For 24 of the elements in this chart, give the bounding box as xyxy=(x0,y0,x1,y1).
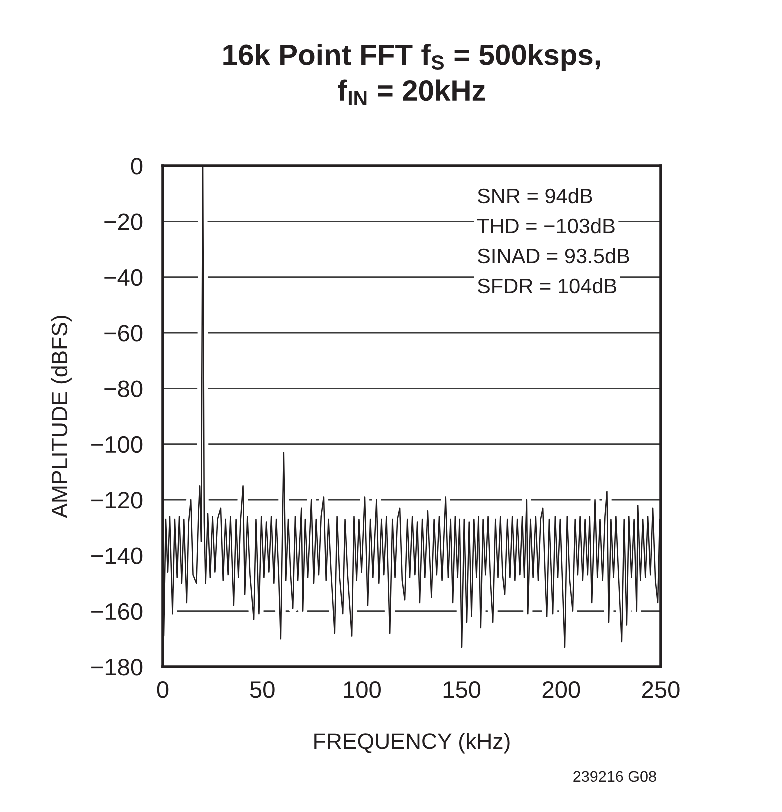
x-tick-label: 150 xyxy=(444,682,481,698)
text: 239216 G08 xyxy=(574,771,656,782)
y-tick-label: −180 xyxy=(92,659,143,676)
annotation: SNR = 94dB xyxy=(478,188,592,204)
y-tick-label: −140 xyxy=(92,548,143,564)
annotation: SFDR = 104dB xyxy=(478,278,617,294)
y-tick-label: −120 xyxy=(92,492,143,509)
y-tick-label: −60 xyxy=(104,325,143,342)
x-tick-label: 250 xyxy=(642,682,680,698)
y-tick-label: −40 xyxy=(104,269,143,286)
y-tick-label: 0 xyxy=(131,158,143,175)
x-tick-label: 200 xyxy=(542,682,580,698)
y-tick-label: −160 xyxy=(92,603,143,620)
x-axis-title: FREQUENCY (kHz) xyxy=(314,733,510,754)
annotation: SINAD = 93.5dB xyxy=(478,248,630,264)
y-tick-label: −100 xyxy=(92,436,143,454)
x-tick-label: 100 xyxy=(344,682,381,698)
annotation: THD = −103dB xyxy=(477,218,615,234)
x-tick-label: 0 xyxy=(157,682,169,698)
y-tick-label: −80 xyxy=(104,380,143,398)
x-tick-label: 50 xyxy=(250,682,275,698)
chart-title: 16k Point FFT f$_{S}$ = 500ksps, f$_{IN}$ = 20kHz xyxy=(224,44,600,106)
y-tick-label: −20 xyxy=(104,214,143,230)
y-axis-title: AMPLITUDE (dBFS) xyxy=(51,316,72,518)
